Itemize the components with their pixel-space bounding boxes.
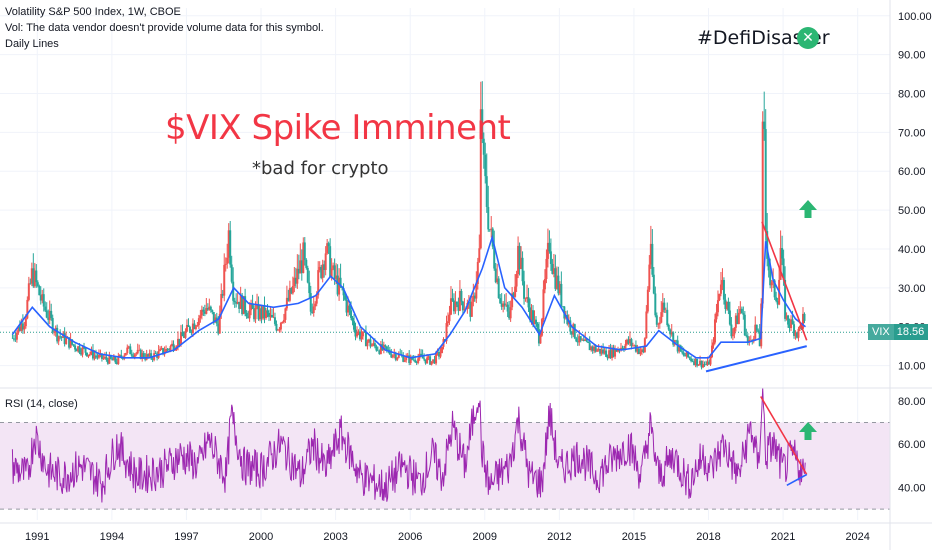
price-tag-value: 18.56 bbox=[896, 326, 925, 339]
moving-average-line bbox=[11, 234, 806, 359]
rsi-support-line bbox=[786, 473, 808, 487]
arrow-up-icon bbox=[799, 422, 817, 440]
drawing-annotations bbox=[705, 200, 817, 487]
y-tick-label: 10.00 bbox=[898, 361, 926, 373]
indicator-label[interactable]: Daily Lines bbox=[5, 38, 59, 50]
y-tick-label: 90.00 bbox=[898, 50, 926, 62]
arrow-up-icon bbox=[799, 200, 817, 218]
x-tick-label: 2024 bbox=[845, 531, 869, 543]
descending-trendline bbox=[761, 221, 808, 341]
rsi-y-tick-label: 40.00 bbox=[898, 483, 926, 495]
rsi-descending-trendline bbox=[760, 396, 808, 475]
y-tick-label: 60.00 bbox=[898, 166, 926, 178]
grid-lines bbox=[0, 8, 890, 520]
x-tick-label: 2015 bbox=[622, 531, 646, 543]
y-tick-label: 100.00 bbox=[898, 11, 932, 23]
price-tag: VIX 18.56 bbox=[868, 324, 928, 341]
close-circle-icon: ✕ bbox=[797, 27, 819, 49]
x-tick-label: 1994 bbox=[100, 531, 124, 543]
x-tick-label: 2018 bbox=[696, 531, 720, 543]
y-tick-label: 70.00 bbox=[898, 127, 926, 139]
y-tick-label: 30.00 bbox=[898, 283, 926, 295]
subheadline-annotation: *bad for crypto bbox=[252, 158, 389, 179]
rsi-y-tick-label: 60.00 bbox=[898, 439, 926, 451]
headline-annotation: $VIX Spike Imminent bbox=[165, 108, 511, 148]
rsi-series bbox=[11, 387, 806, 503]
x-tick-label: 1991 bbox=[25, 531, 49, 543]
x-tick-label: 2012 bbox=[547, 531, 571, 543]
rsi-y-tick-label: 80.00 bbox=[898, 396, 926, 408]
y-tick-label: 50.00 bbox=[898, 205, 926, 217]
x-tick-label: 2021 bbox=[771, 531, 795, 543]
vix-price-series bbox=[11, 81, 806, 370]
price-tag-symbol: VIX bbox=[868, 324, 894, 341]
rsi-label[interactable]: RSI (14, close) bbox=[5, 398, 78, 410]
y-tick-label: 80.00 bbox=[898, 89, 926, 101]
x-tick-label: 2000 bbox=[249, 531, 273, 543]
ascending-support-line bbox=[705, 345, 807, 373]
hashtag-annotation: #DefiDisaster bbox=[697, 27, 830, 49]
chart-title: Volatility S&P 500 Index, 1W, CBOE bbox=[5, 6, 181, 18]
y-tick-label: 40.00 bbox=[898, 244, 926, 256]
rsi-line bbox=[11, 387, 806, 503]
x-tick-label: 2006 bbox=[398, 531, 422, 543]
x-tick-label: 1997 bbox=[174, 531, 198, 543]
x-tick-label: 2003 bbox=[323, 531, 347, 543]
volume-note: Vol: The data vendor doesn't provide vol… bbox=[5, 22, 324, 34]
x-tick-label: 2009 bbox=[473, 531, 497, 543]
